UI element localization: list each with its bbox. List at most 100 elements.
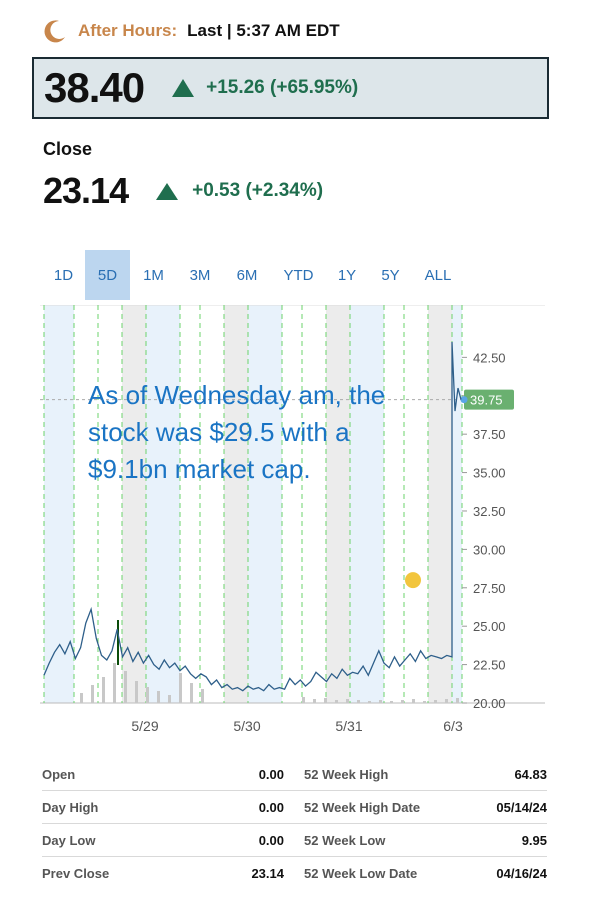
volume-bar xyxy=(401,700,404,703)
session-band xyxy=(146,305,180,703)
after-hours-change: +15.26 (+65.95%) xyxy=(206,77,359,98)
session-band xyxy=(326,305,350,703)
volume-bar xyxy=(135,681,138,703)
stat-label: Prev Close xyxy=(42,866,110,881)
close-label: Close xyxy=(43,139,93,159)
stat-value: 04/16/24 xyxy=(496,866,547,881)
tab-5d[interactable]: 5D xyxy=(85,250,130,300)
stat-label: 52 Week High Date xyxy=(304,799,421,815)
tab-1y[interactable]: 1Y xyxy=(337,266,357,284)
stat-value: 0.00 xyxy=(258,832,284,848)
close-row: 23.14 +0.53 (+2.34%) xyxy=(43,170,323,212)
up-arrow-icon xyxy=(172,79,195,97)
volume-bar xyxy=(368,701,371,703)
stat-value: 23.14 xyxy=(251,866,284,881)
current-value-label: 39.75 xyxy=(470,393,503,408)
moon-icon xyxy=(44,20,65,43)
after-hours-label: After Hours: xyxy=(78,21,178,40)
y-tick-label: 42.50 xyxy=(473,350,506,365)
volume-bar xyxy=(179,673,182,703)
volume-bar xyxy=(168,695,171,703)
after-hours-status: Last | 5:37 AM EDT xyxy=(187,21,340,40)
y-tick-label: 35.00 xyxy=(473,466,506,481)
range-tabs: 1D 5D 1M 3M 6M YTD 1Y 5Y ALL xyxy=(42,250,463,300)
stat-row: Day Low 0.00 52 Week Low 9.95 xyxy=(42,824,547,857)
volume-bar xyxy=(302,697,305,703)
after-hours-header: After Hours: Last | 5:37 AM EDT xyxy=(42,14,340,48)
tab-6m[interactable]: 6M xyxy=(236,266,258,284)
volume-bar xyxy=(124,671,127,703)
stat-label: Day Low xyxy=(42,832,96,848)
session-band xyxy=(122,305,146,703)
stat-value: 9.95 xyxy=(521,832,547,848)
stat-label: Open xyxy=(42,766,76,782)
current-value-dot xyxy=(460,396,468,404)
session-band xyxy=(452,305,462,703)
session-band xyxy=(224,305,248,703)
volume-bar xyxy=(91,685,94,703)
tab-5y[interactable]: 5Y xyxy=(381,266,400,284)
stat-value: 0.00 xyxy=(258,799,284,815)
session-band xyxy=(248,305,282,703)
y-tick-label: 20.00 xyxy=(473,696,506,711)
stat-row: Prev Close 23.14 52 Week Low Date 04/16/… xyxy=(42,857,547,890)
current-value-badge xyxy=(464,389,514,410)
event-marker-dot xyxy=(405,572,421,589)
y-tick-label: 32.50 xyxy=(473,504,506,519)
volume-bar xyxy=(390,701,393,703)
session-band xyxy=(350,305,384,703)
y-tick-label: 30.00 xyxy=(473,542,506,557)
x-tick-label: 5/29 xyxy=(131,718,158,734)
x-tick-label: 6/3 xyxy=(443,718,463,734)
price-chart-svg: 42.5040.0037.5035.0032.5030.0027.5025.00… xyxy=(40,305,545,734)
volume-bar xyxy=(412,699,415,703)
annotation-text: As of Wednesday am, the stock was $29.5 … xyxy=(88,380,386,484)
volume-bar xyxy=(357,700,360,703)
volume-bar xyxy=(423,701,426,703)
stat-value: 05/14/24 xyxy=(496,799,547,815)
stat-label: 52 Week Low Date xyxy=(304,866,418,881)
session-band xyxy=(428,305,452,703)
y-tick-label: 22.50 xyxy=(473,658,506,673)
stat-label: 52 Week High xyxy=(304,766,389,782)
tab-all[interactable]: ALL xyxy=(424,266,452,284)
volume-bar xyxy=(113,663,116,703)
session-band xyxy=(44,305,74,703)
price-chart[interactable]: 42.5040.0037.5035.0032.5030.0027.5025.00… xyxy=(40,305,550,745)
volume-bar xyxy=(324,698,327,703)
volume-bar xyxy=(190,683,193,703)
stat-label: 52 Week Low xyxy=(304,832,386,848)
volume-bar xyxy=(157,691,160,703)
x-tick-label: 5/31 xyxy=(335,718,362,734)
stat-label: Day High xyxy=(42,799,99,815)
tab-3m[interactable]: 3M xyxy=(189,266,211,284)
price-line xyxy=(43,341,462,692)
tab-1d[interactable]: 1D xyxy=(53,266,74,284)
tab-1m[interactable]: 1M xyxy=(143,266,164,284)
y-tick-label: 27.50 xyxy=(473,581,506,596)
stat-value: 0.00 xyxy=(258,766,284,782)
volume-bar xyxy=(201,689,204,703)
volume-bar xyxy=(80,693,83,703)
tab-ytd[interactable]: YTD xyxy=(283,266,314,284)
volume-bar xyxy=(456,698,459,703)
volume-bar xyxy=(102,677,105,703)
after-hours-price-box: 38.40 +15.26 (+65.95%) xyxy=(32,57,549,119)
stats-table: Open 0.00 52 Week High 64.83 Day High 0.… xyxy=(42,758,547,890)
volume-bar xyxy=(313,699,316,703)
y-tick-label: 25.00 xyxy=(473,619,506,634)
volume-bar xyxy=(346,699,349,703)
stat-row: Open 0.00 52 Week High 64.83 xyxy=(42,758,547,791)
x-tick-label: 5/30 xyxy=(233,718,260,734)
close-change: +0.53 (+2.34%) xyxy=(192,180,324,201)
volume-bar xyxy=(379,700,382,703)
volume-bar xyxy=(146,687,149,703)
volume-bar xyxy=(445,699,448,703)
y-tick-label: 37.50 xyxy=(473,427,506,442)
volume-bar xyxy=(434,700,437,703)
volume-bar xyxy=(335,700,338,703)
after-hours-price: 38.40 xyxy=(44,64,145,111)
stat-row: Day High 0.00 52 Week High Date 05/14/24 xyxy=(42,791,547,824)
stat-value: 64.83 xyxy=(514,766,547,782)
close-price: 23.14 xyxy=(43,170,129,211)
